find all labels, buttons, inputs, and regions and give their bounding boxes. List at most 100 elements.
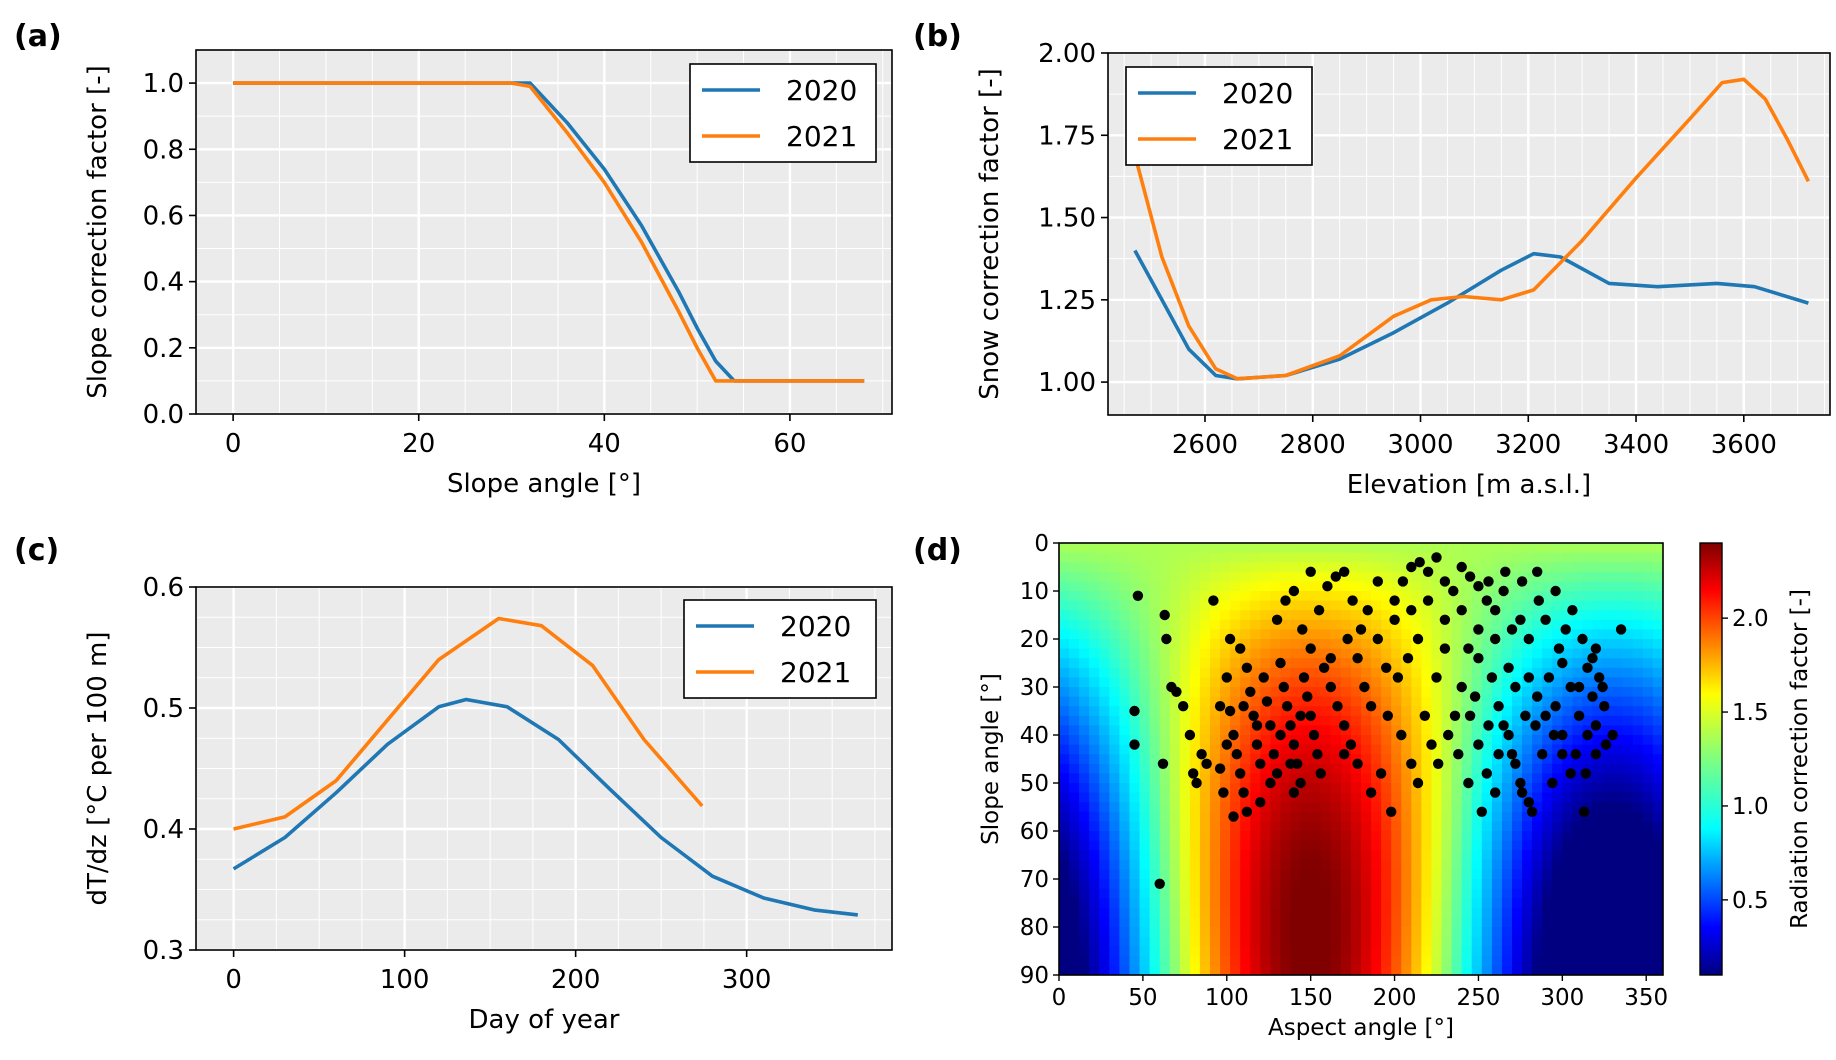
heatmap-cell [1159, 619, 1171, 630]
heatmap-cell [1592, 754, 1604, 765]
heatmap-cell [1169, 619, 1181, 630]
heatmap-cell [1340, 946, 1352, 957]
scatter-point [1565, 768, 1576, 779]
heatmap-cell [1240, 677, 1251, 688]
heatmap-cell [1612, 946, 1624, 957]
heatmap-cell [1290, 907, 1302, 918]
heatmap-cell [1270, 850, 1282, 861]
heatmap-cell [1179, 821, 1191, 832]
heatmap-cell [1069, 571, 1080, 582]
heatmap-cell [1270, 917, 1282, 928]
heatmap-cell [1602, 591, 1614, 602]
heatmap-cell [1572, 907, 1584, 918]
scatter-point [1615, 624, 1627, 635]
heatmap-cell [1320, 811, 1332, 822]
heatmap-cell [1612, 591, 1624, 602]
heatmap-cell [1512, 907, 1523, 918]
heatmap-cell [1280, 754, 1292, 765]
heatmap-cell [1340, 821, 1352, 832]
heatmap-cell [1522, 687, 1533, 698]
heatmap-cell [1159, 888, 1171, 899]
heatmap-cell [1169, 840, 1181, 851]
heatmap-cell [1361, 744, 1372, 755]
heatmap-cell [1210, 629, 1221, 640]
heatmap-cell [1069, 648, 1080, 659]
heatmap-cell [1411, 811, 1422, 822]
heatmap-cell [1270, 571, 1282, 582]
heatmap-cell [1079, 543, 1090, 554]
heatmap-cell [1260, 735, 1271, 746]
heatmap-cell [1632, 955, 1644, 966]
heatmap-cell [1481, 955, 1493, 966]
scatter-point [1235, 768, 1246, 779]
heatmap-cell [1381, 543, 1392, 554]
heatmap-cell [1481, 581, 1493, 592]
heatmap-cell [1451, 869, 1463, 880]
heatmap-cell [1109, 725, 1120, 736]
heatmap-cell [1421, 936, 1433, 947]
heatmap-cell [1109, 955, 1120, 966]
heatmap-cell [1642, 754, 1654, 765]
scatter-point [1305, 643, 1316, 654]
heatmap-cell [1260, 888, 1271, 899]
heatmap-cell [1602, 667, 1614, 678]
heatmap-cell [1250, 869, 1261, 880]
x-tick-label: 250 [1456, 985, 1500, 1011]
heatmap-cell [1149, 619, 1161, 630]
heatmap-cell [1371, 869, 1382, 880]
heatmap-cell [1220, 754, 1231, 765]
heatmap-cell [1320, 965, 1332, 975]
heatmap-cell [1300, 696, 1312, 707]
heatmap-cell [1059, 917, 1070, 928]
heatmap-cell [1169, 936, 1181, 947]
heatmap-cell [1431, 658, 1443, 669]
scatter-point [1464, 710, 1476, 721]
heatmap-cell [1079, 735, 1090, 746]
heatmap-cell [1320, 543, 1332, 554]
heatmap-cell [1069, 907, 1080, 918]
heatmap-cell [1401, 831, 1412, 842]
scatter-point [1532, 691, 1543, 702]
heatmap-cell [1089, 562, 1100, 573]
heatmap-cell [1079, 581, 1090, 592]
heatmap-cell [1461, 869, 1473, 880]
heatmap-cell [1179, 965, 1191, 975]
heatmap-cell [1340, 850, 1352, 861]
heatmap-cell [1501, 898, 1513, 909]
x-tick-label: 3400 [1603, 430, 1669, 460]
scatter-point [1506, 749, 1518, 760]
heatmap-cell [1260, 552, 1271, 563]
heatmap-cell [1411, 946, 1422, 957]
heatmap-cell [1612, 552, 1624, 563]
heatmap-cell [1471, 869, 1483, 880]
heatmap-cell [1522, 619, 1533, 630]
heatmap-cell [1381, 735, 1392, 746]
heatmap-cell [1260, 850, 1271, 861]
heatmap-cell [1421, 658, 1433, 669]
heatmap-cell [1391, 879, 1402, 890]
heatmap-cell [1059, 888, 1070, 899]
heatmap-cell [1401, 927, 1412, 938]
heatmap-cell [1512, 869, 1523, 880]
heatmap-cell [1381, 610, 1392, 621]
heatmap-cell [1451, 658, 1463, 669]
heatmap-cell [1119, 687, 1131, 698]
heatmap-cell [1350, 783, 1362, 794]
heatmap-cell [1350, 687, 1362, 698]
heatmap-cell [1250, 571, 1261, 582]
heatmap-cell [1139, 687, 1151, 698]
heatmap-cell [1069, 552, 1080, 563]
heatmap-cell [1330, 840, 1342, 851]
heatmap-cell [1310, 591, 1322, 602]
heatmap-cell [1179, 917, 1191, 928]
heatmap-cell [1391, 840, 1402, 851]
heatmap-cell [1129, 859, 1141, 870]
heatmap-cell [1592, 888, 1604, 899]
heatmap-cell [1562, 811, 1573, 822]
heatmap-cell [1532, 965, 1543, 975]
heatmap-cell [1169, 715, 1181, 726]
heatmap-cell [1260, 859, 1271, 870]
heatmap-cell [1622, 725, 1634, 736]
scatter-point [1590, 749, 1602, 760]
heatmap-cell [1300, 927, 1312, 938]
